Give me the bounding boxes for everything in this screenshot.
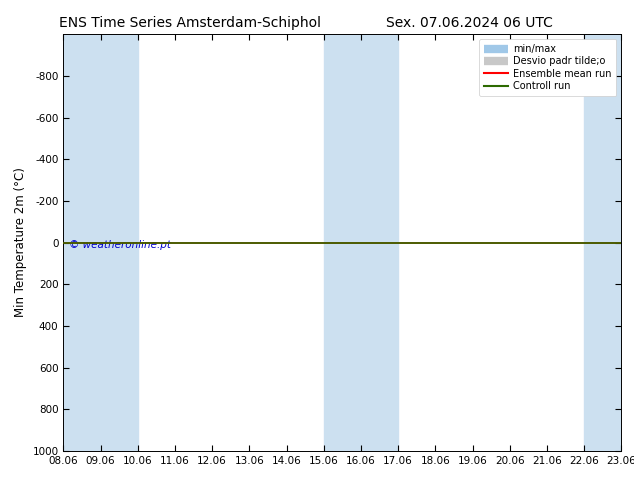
Text: © weatheronline.pt: © weatheronline.pt	[69, 241, 171, 250]
Text: Sex. 07.06.2024 06 UTC: Sex. 07.06.2024 06 UTC	[385, 16, 553, 30]
Y-axis label: Min Temperature 2m (°C): Min Temperature 2m (°C)	[14, 168, 27, 318]
Bar	[63, 34, 101, 451]
Bar	[361, 34, 398, 451]
Title: ENS Time Series Amsterdam-Schiphol      Sex. 07.06.2024 06 UTC: ENS Time Series Amsterdam-Schiphol Sex. …	[0, 489, 1, 490]
Bar	[101, 34, 138, 451]
Legend: min/max, Desvio padr tilde;o, Ensemble mean run, Controll run: min/max, Desvio padr tilde;o, Ensemble m…	[479, 39, 616, 96]
Bar	[324, 34, 361, 451]
Bar	[584, 34, 621, 451]
Text: ENS Time Series Amsterdam-Schiphol: ENS Time Series Amsterdam-Schiphol	[59, 16, 321, 30]
